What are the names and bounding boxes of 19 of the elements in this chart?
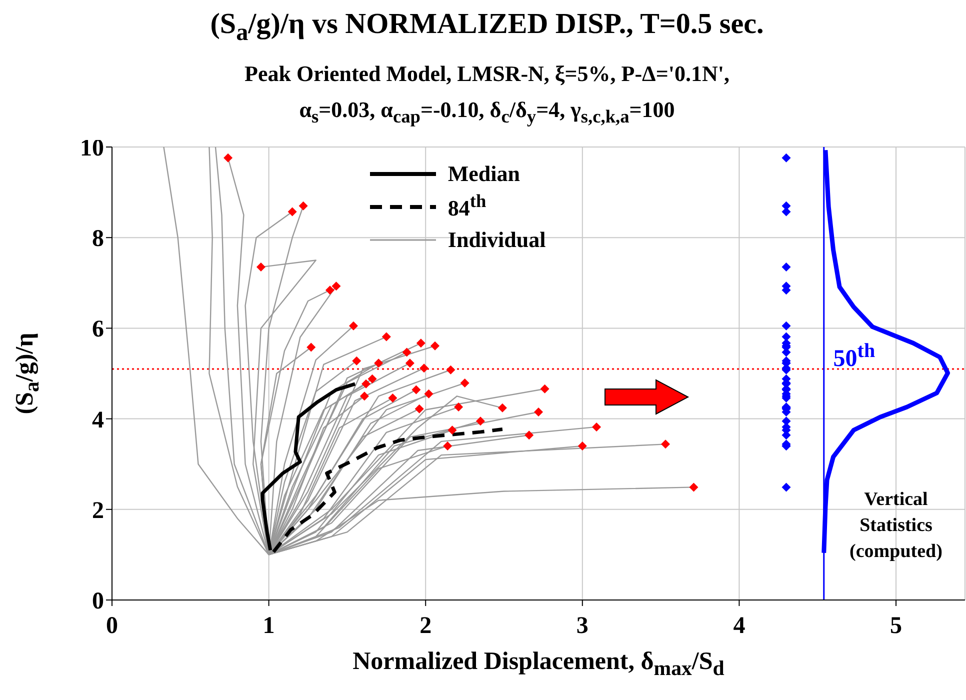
legend-label: 84$^{th}$	[448, 191, 486, 222]
x-tick-label: 5	[890, 613, 902, 640]
y-tick-label: 0	[92, 588, 104, 615]
text: Peak Oriented Model, LMSR-N, ξ=5%, P-Δ='0.1N', α$_{s}$=0.03, α$_{cap}$=-0.10, δ$_{c}$/δ$_{y}$=4, γ$_{s,c,k,a}$=100	[244, 61, 730, 126]
x-tick-label: 2	[420, 613, 432, 640]
x-tick-label: 4	[733, 613, 746, 640]
y-tick-label: 4	[92, 407, 104, 434]
y-tick-label: 6	[92, 316, 104, 343]
annotation: Vertical Statistics (computed)	[848, 488, 944, 564]
legend-label: Individual	[448, 226, 546, 252]
y-tick-label: 2	[92, 498, 104, 524]
x-tick-label: 1	[262, 613, 275, 640]
chart-title: (S$_{a}$/g)/η vs NORMALIZED DISP., T=0.5 sec.	[209, 8, 765, 47]
y-tick-label: 8	[92, 226, 104, 252]
annotation: 50$^{th}$	[833, 340, 876, 373]
y-tick-label: 10	[80, 136, 104, 162]
legend-label: Median	[448, 160, 520, 186]
x-tick-label: 3	[576, 613, 588, 640]
x-axis-title: Normalized Displacement, δ$_{max}$/S$_{d}$	[352, 648, 726, 681]
